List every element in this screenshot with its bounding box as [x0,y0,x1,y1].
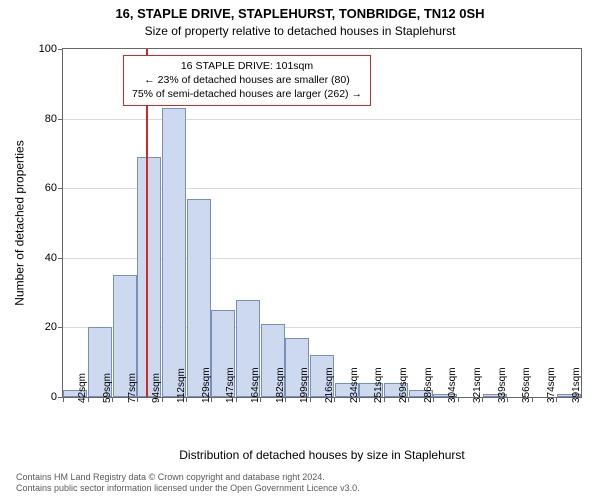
x-tick-label: 77sqm [127,373,138,403]
x-tick-mark [137,397,138,402]
x-tick-label: 234sqm [349,367,360,403]
y-tick-label: 40 [29,252,57,264]
histogram-bar [137,157,161,397]
chart-title-main: 16, STAPLE DRIVE, STAPLEHURST, TONBRIDGE… [0,6,600,21]
footer-attribution: Contains HM Land Registry data © Crown c… [16,472,360,495]
annotation-line-1: 16 STAPLE DRIVE: 101sqm [132,59,362,73]
x-tick-mark [285,397,286,402]
x-tick-mark [236,397,237,402]
x-tick-mark [310,397,311,402]
x-tick-mark [186,397,187,402]
footer-line-2: Contains public sector information licen… [16,483,360,494]
x-tick-label: 391sqm [571,367,582,403]
x-tick-mark [88,397,89,402]
x-tick-mark [532,397,533,402]
x-tick-mark [384,397,385,402]
y-tick-label: 0 [29,391,57,403]
histogram-bar [162,108,186,397]
x-tick-mark [482,397,483,402]
annotation-line-2: ← 23% of detached houses are smaller (80… [132,73,362,87]
y-axis-label-text: Number of detached properties [13,140,27,305]
x-tick-mark [433,397,434,402]
x-tick-mark [507,397,508,402]
x-tick-mark [556,397,557,402]
gridline [63,119,581,120]
x-tick-label: 129sqm [201,367,212,403]
x-tick-mark [112,397,113,402]
y-tick-label: 20 [29,321,57,333]
footer-line-1: Contains HM Land Registry data © Crown c… [16,472,360,483]
x-axis-label: Distribution of detached houses by size … [62,448,582,462]
y-tick-mark [58,188,63,189]
x-tick-mark [211,397,212,402]
chart-container: 16, STAPLE DRIVE, STAPLEHURST, TONBRIDGE… [0,0,600,500]
x-tick-mark [359,397,360,402]
annotation-box: 16 STAPLE DRIVE: 101sqm← 23% of detached… [123,55,371,106]
y-tick-mark [58,49,63,50]
x-tick-label: 182sqm [275,367,286,403]
annotation-line-3: 75% of semi-detached houses are larger (… [132,87,362,101]
x-tick-label: 339sqm [497,367,508,403]
x-tick-mark [260,397,261,402]
x-tick-mark [408,397,409,402]
plot-area: 02040608010042sqm59sqm77sqm94sqm112sqm12… [62,48,582,398]
y-axis-label: Number of detached properties [12,48,28,398]
y-tick-mark [58,258,63,259]
y-tick-mark [58,327,63,328]
y-tick-label: 80 [29,113,57,125]
y-tick-label: 100 [29,43,57,55]
y-tick-mark [58,119,63,120]
x-tick-mark [162,397,163,402]
x-tick-mark [458,397,459,402]
y-tick-label: 60 [29,182,57,194]
x-tick-mark [334,397,335,402]
x-tick-mark [63,397,64,402]
chart-title-sub: Size of property relative to detached ho… [0,24,600,38]
x-tick-label: 286sqm [423,367,434,403]
